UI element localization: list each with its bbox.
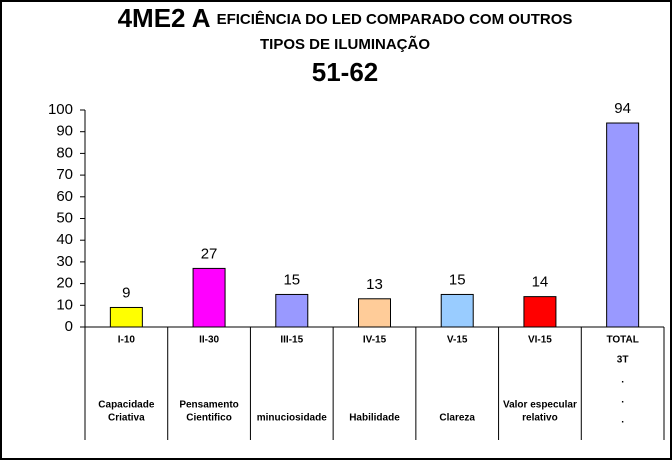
bar bbox=[523, 296, 557, 328]
value-label: 94 bbox=[614, 100, 631, 117]
y-tick-label: 80 bbox=[56, 144, 73, 161]
value-label: 15 bbox=[449, 271, 466, 288]
value-label: 27 bbox=[201, 245, 218, 262]
x-tick-label: IV-15 bbox=[363, 335, 387, 346]
x-tick-label: VI-15 bbox=[528, 335, 552, 346]
title-line2: TIPOS DE ILUMINAÇÃO bbox=[260, 35, 430, 53]
value-label: 14 bbox=[532, 274, 549, 291]
bar bbox=[192, 267, 226, 328]
bar bbox=[440, 293, 474, 328]
y-tick-label: 40 bbox=[56, 231, 73, 248]
y-tick-label: 90 bbox=[56, 123, 73, 140]
category-note: . bbox=[621, 375, 624, 386]
chart-title: 4ME2 A EFICIÊNCIA DO LED COMPARADO COM OU… bbox=[118, 3, 573, 33]
title-main: 4ME2 A bbox=[118, 3, 211, 33]
category-note: 3T bbox=[617, 355, 629, 366]
category-note: minuciosidade bbox=[257, 413, 327, 424]
y-tick-label: 30 bbox=[56, 253, 73, 270]
x-tick-label: V-15 bbox=[447, 335, 468, 346]
x-tick-label: TOTAL bbox=[606, 335, 638, 346]
y-tick-label: 20 bbox=[56, 275, 73, 292]
y-tick-label: 50 bbox=[56, 209, 73, 226]
y-tick-label: 70 bbox=[56, 166, 73, 183]
title-rest: EFICIÊNCIA DO LED COMPARADO COM OUTROS bbox=[217, 10, 573, 28]
y-tick-label: 100 bbox=[48, 101, 73, 118]
value-label: 9 bbox=[122, 284, 130, 301]
x-tick-label: III-15 bbox=[280, 335, 303, 346]
category-note: Valor especular bbox=[503, 400, 577, 411]
category-note: relativo bbox=[522, 413, 558, 424]
x-tick-label: I-10 bbox=[118, 335, 136, 346]
bar bbox=[358, 298, 391, 328]
bar bbox=[275, 293, 309, 328]
bar bbox=[606, 122, 640, 328]
category-note: . bbox=[621, 395, 624, 406]
category-note: Clareza bbox=[439, 413, 475, 424]
y-tick-label: 0 bbox=[65, 318, 73, 335]
bar bbox=[109, 306, 143, 328]
category-note: Criativa bbox=[108, 413, 145, 424]
y-tick-label: 60 bbox=[56, 188, 73, 205]
category-note: Cientifico bbox=[186, 413, 232, 424]
value-label: 15 bbox=[283, 271, 300, 288]
x-tick-label: II-30 bbox=[199, 335, 219, 346]
value-label: 13 bbox=[366, 276, 383, 293]
subtitle: 51-62 bbox=[312, 57, 379, 87]
y-tick-label: 10 bbox=[56, 296, 73, 313]
category-note: Habilidade bbox=[349, 413, 400, 424]
category-note: . bbox=[621, 415, 624, 426]
category-note: Capacidade bbox=[98, 400, 155, 411]
category-note: Pensamento bbox=[179, 400, 238, 411]
